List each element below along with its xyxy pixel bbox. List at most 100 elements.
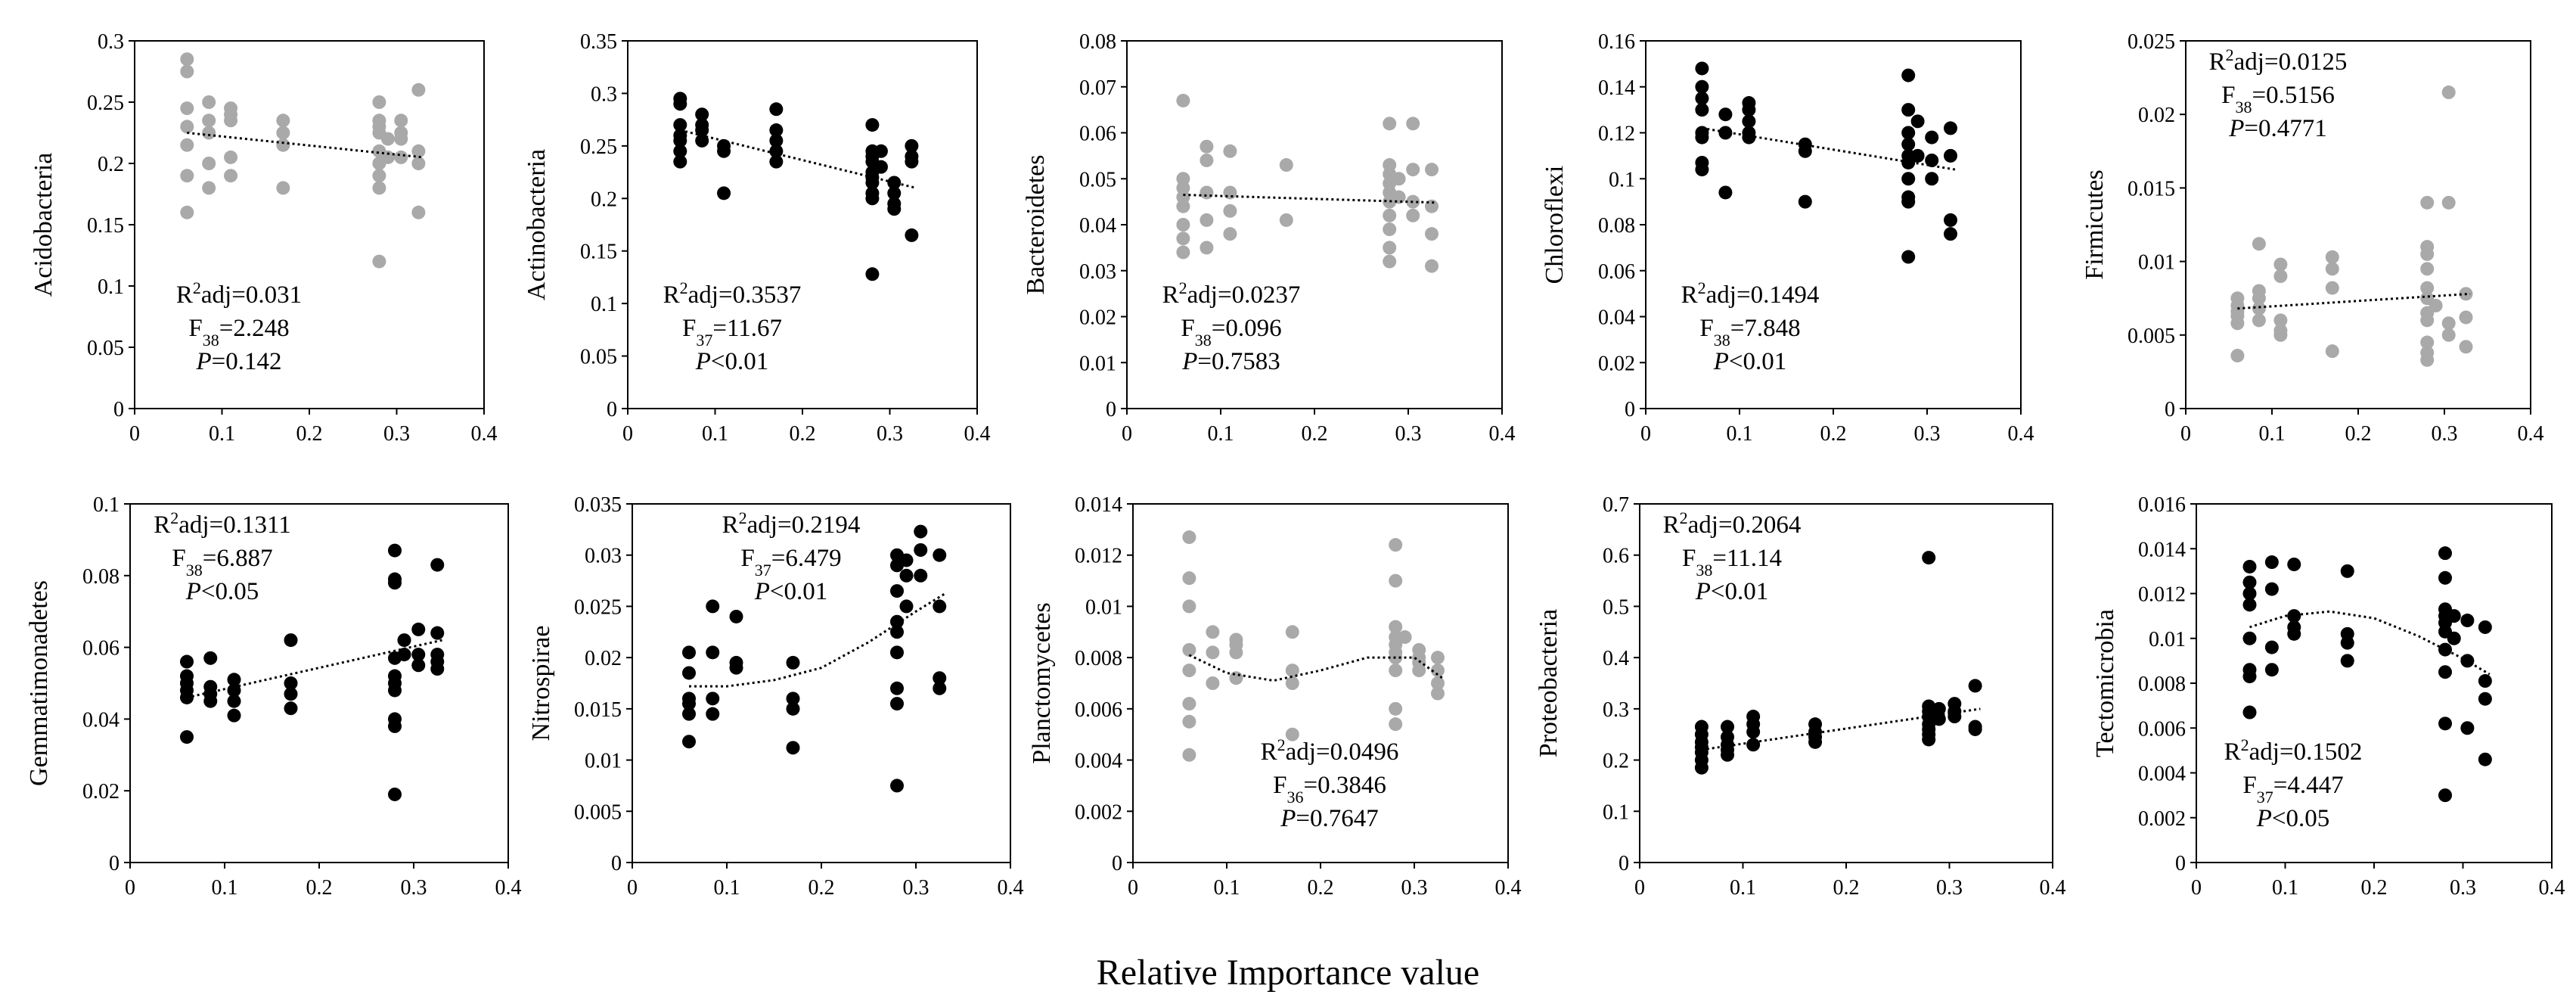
- x-tick-label: 0.3: [2450, 876, 2476, 900]
- data-point: [411, 82, 426, 97]
- data-point: [2264, 663, 2279, 677]
- data-point: [1948, 710, 1962, 724]
- data-point: [180, 169, 194, 183]
- data-point: [2460, 614, 2475, 628]
- data-point: [2273, 269, 2288, 284]
- stat-r2-adj: R2adj=0.1502: [2224, 735, 2363, 766]
- y-tick-label: 0.005: [2128, 325, 2175, 348]
- data-point: [673, 97, 687, 111]
- data-point: [933, 548, 947, 562]
- x-tick-label: 0.2: [306, 876, 333, 900]
- x-tick-label: 0.2: [808, 876, 835, 900]
- data-point: [890, 681, 904, 695]
- data-point: [2242, 670, 2257, 684]
- y-tick-label: 0.3: [591, 82, 617, 106]
- data-point: [2242, 598, 2257, 612]
- data-point: [411, 205, 426, 219]
- trend-line: [2237, 292, 2471, 310]
- data-point: [1182, 571, 1196, 586]
- y-tick-label: 0.05: [1079, 168, 1116, 191]
- y-tick-label: 0.1: [1603, 800, 1629, 824]
- data-point: [1200, 185, 1214, 200]
- data-point: [2420, 313, 2435, 328]
- y-tick-label: 0.06: [1598, 260, 1635, 284]
- trend-line: [679, 129, 917, 189]
- data-point: [1285, 664, 1299, 678]
- y-axis-title: Bacteroidetes: [1022, 154, 1050, 294]
- y-axis-title: Proteobacteria: [1535, 609, 1563, 757]
- data-point: [430, 558, 445, 572]
- data-point: [1431, 651, 1445, 665]
- data-point: [2242, 705, 2257, 720]
- data-point: [673, 144, 687, 158]
- data-point: [388, 719, 402, 733]
- stat-p-value: P<0.01: [695, 348, 769, 375]
- y-tick-label: 0.25: [87, 92, 124, 115]
- x-tick-label: 0.1: [212, 876, 238, 900]
- x-tick-label: 0.2: [1833, 876, 1860, 900]
- data-point: [914, 524, 928, 539]
- data-point: [865, 118, 880, 132]
- data-point: [180, 654, 194, 669]
- data-point: [682, 645, 696, 660]
- y-tick-label: 0.3: [98, 30, 124, 54]
- data-point: [1944, 148, 1957, 163]
- panel-actinobacteria: 0 0.1 0.2 0.3 0.4 0 0.05 0.1 0.15 0.2 0.25 0.3 0.35 A…: [523, 30, 991, 446]
- x-tick-label: 0.2: [296, 422, 323, 446]
- data-point: [905, 154, 919, 169]
- data-point: [2420, 247, 2435, 261]
- y-tick-label: 0.1: [98, 275, 124, 299]
- x-tick-label: 0.2: [1820, 422, 1847, 446]
- y-tick-label: 0.02: [1598, 352, 1635, 375]
- stat-r2-adj: R2adj=0.1494: [1681, 278, 1820, 309]
- y-axis-title: Planctomycetes: [1028, 602, 1056, 763]
- y-tick-label: 0: [2175, 852, 2186, 875]
- data-point: [203, 651, 218, 665]
- y-tick-label: 0.004: [2138, 763, 2186, 786]
- data-point: [933, 681, 947, 695]
- data-point: [1176, 232, 1190, 246]
- y-tick-label: 0: [1619, 852, 1629, 875]
- data-point: [1176, 218, 1190, 232]
- data-point: [769, 102, 784, 117]
- data-point: [2441, 85, 2456, 100]
- data-point: [180, 138, 194, 152]
- data-point: [1718, 185, 1733, 200]
- data-point: [887, 176, 902, 190]
- data-point: [1695, 130, 1709, 145]
- data-point: [1383, 241, 1397, 255]
- data-point: [1694, 760, 1709, 775]
- data-point: [1718, 107, 1733, 122]
- x-tick-label: 0: [1634, 876, 1645, 900]
- data-point: [2438, 642, 2452, 657]
- data-point: [2460, 721, 2475, 735]
- data-point: [695, 133, 709, 148]
- x-tick-label: 0.3: [877, 422, 903, 446]
- data-point: [706, 692, 720, 706]
- data-point: [786, 692, 800, 706]
- y-tick-label: 0.14: [1598, 76, 1635, 100]
- data-point: [202, 157, 216, 170]
- data-point: [1968, 722, 1982, 736]
- x-tick-label: 0.1: [1730, 876, 1756, 900]
- data-point: [2429, 298, 2443, 312]
- data-point: [1425, 227, 1439, 241]
- y-tick-label: 0.01: [2138, 251, 2175, 275]
- y-tick-label: 0.1: [591, 293, 617, 316]
- data-point: [2230, 316, 2245, 331]
- data-point: [890, 645, 904, 660]
- data-point: [224, 169, 238, 183]
- data-point: [2420, 195, 2435, 210]
- data-point: [673, 133, 687, 148]
- data-point: [2264, 640, 2279, 654]
- data-point: [899, 568, 914, 583]
- data-point: [1383, 254, 1397, 269]
- data-point: [372, 95, 386, 109]
- trend-line: [689, 592, 945, 688]
- x-tick-label: 0.4: [964, 422, 991, 446]
- data-point: [2420, 353, 2435, 367]
- y-tick-label: 0.4: [1603, 647, 1629, 670]
- y-tick-label: 0.05: [87, 337, 124, 360]
- x-tick-label: 0.1: [209, 422, 235, 446]
- y-tick-label: 0.002: [1075, 800, 1122, 824]
